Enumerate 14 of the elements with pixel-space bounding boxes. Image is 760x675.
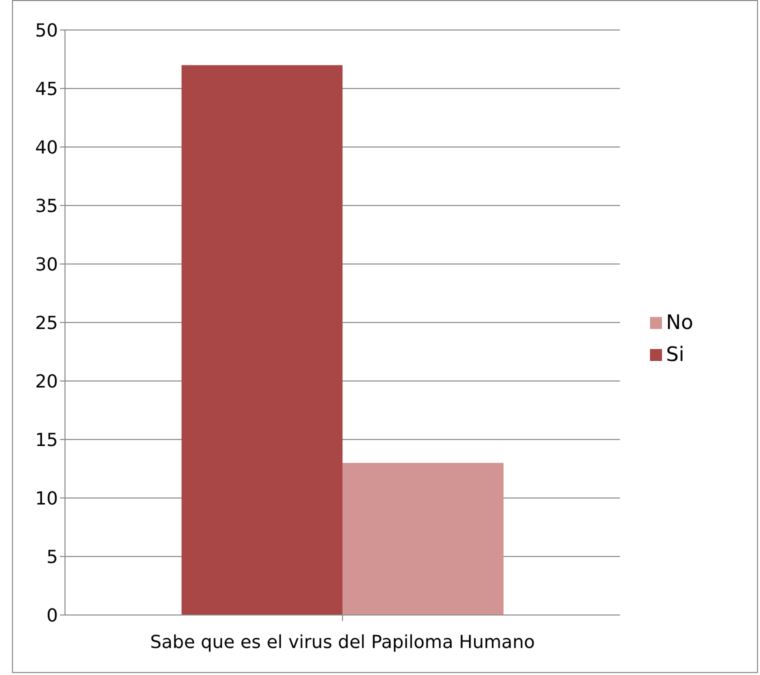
legend-label: No [666, 310, 694, 334]
legend-label: Si [666, 342, 684, 366]
y-tick-label: 35 [35, 196, 58, 217]
y-tick-label: 5 [46, 546, 58, 568]
y-tick-label: 45 [35, 78, 58, 100]
y-tick-label: 10 [35, 488, 58, 510]
y-tick-label: 25 [35, 312, 58, 334]
y-tick-label: 15 [35, 430, 58, 451]
y-tick-label: 30 [35, 254, 58, 276]
y-tick-label: 0 [46, 605, 58, 626]
y-tick-label: 20 [35, 371, 58, 392]
y-tick-label: 40 [35, 137, 58, 158]
x-tick-label: Sabe que es el virus del Papiloma Humano [150, 632, 535, 653]
y-tick-label: 50 [35, 20, 58, 42]
